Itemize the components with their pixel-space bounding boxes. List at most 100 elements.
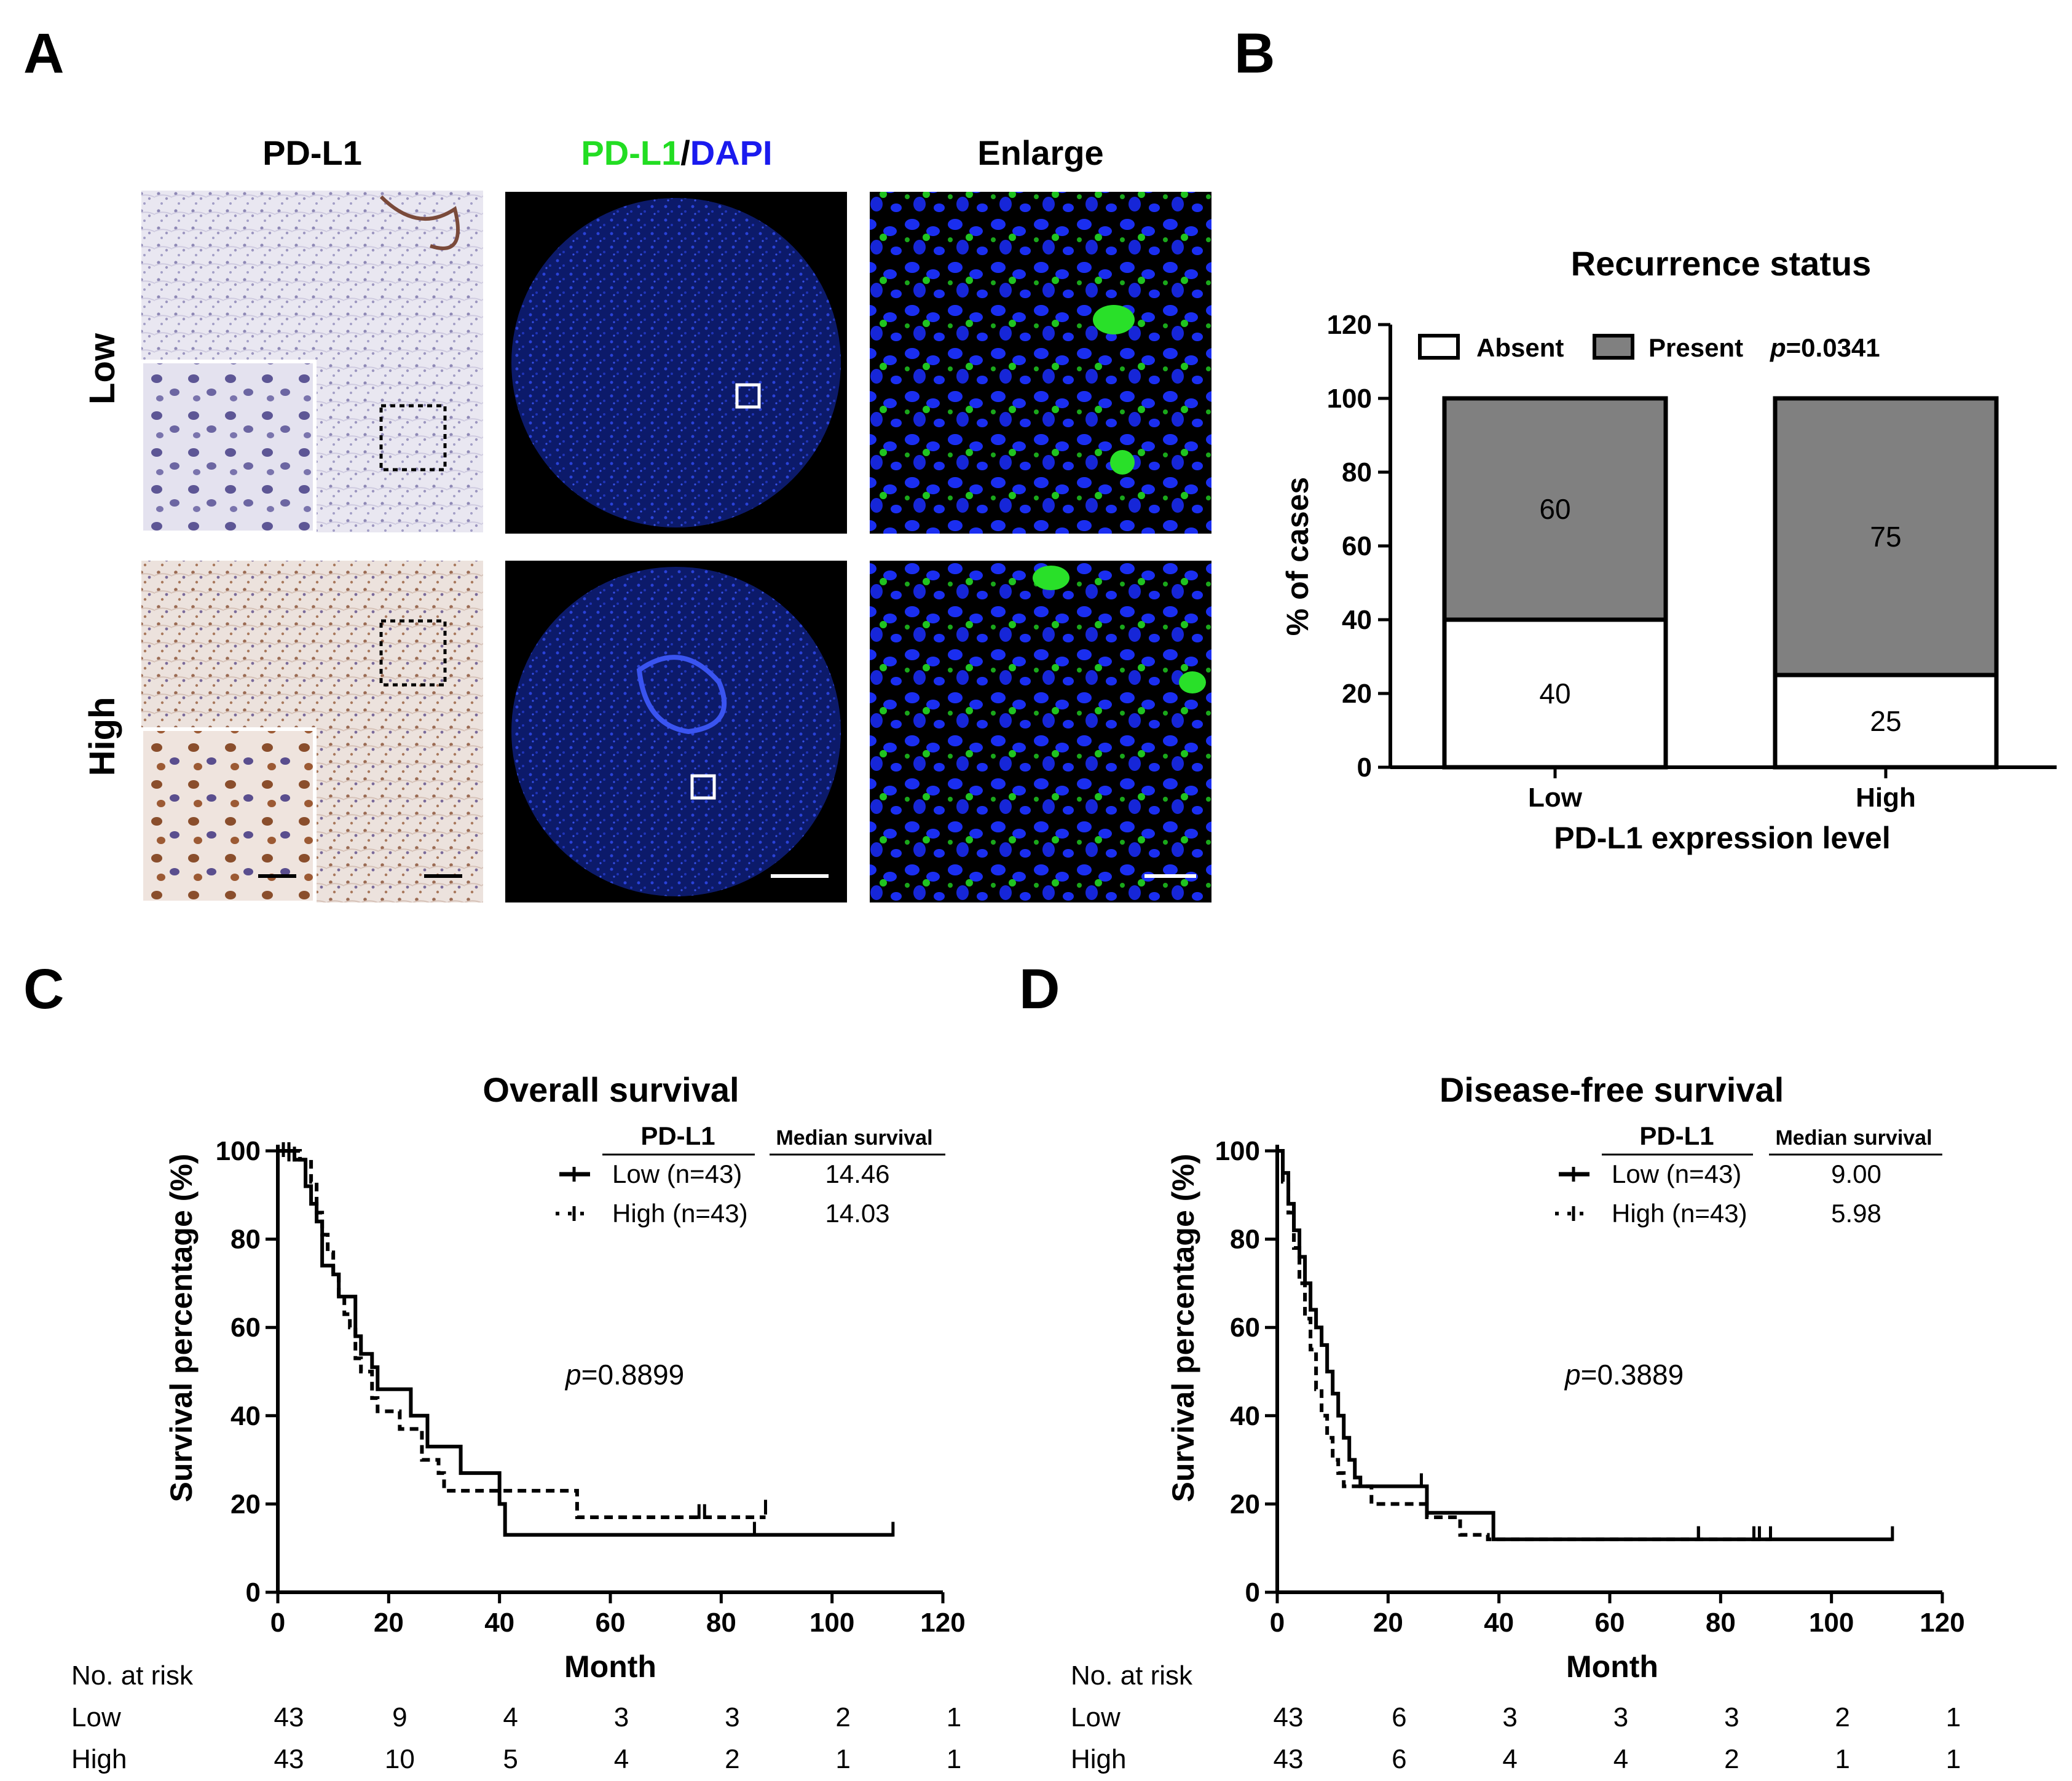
- km-overall-p-value: p=0.8899: [564, 1359, 684, 1391]
- if-image-high: [505, 561, 847, 902]
- risk-count: 43: [1274, 1702, 1304, 1732]
- legend-header-group: PD-L1: [1639, 1121, 1714, 1150]
- bar-segment-present: [1442, 396, 1668, 622]
- panel-label-c: C: [23, 958, 64, 1021]
- km-overall-x-label: Month: [564, 1649, 656, 1684]
- y-tick-label: 0: [1245, 1578, 1260, 1608]
- km-curve-low: [278, 1149, 893, 1537]
- risk-count: 6: [1392, 1702, 1406, 1732]
- risk-row-label: Low: [1071, 1702, 1121, 1732]
- p-rest: =0.3889: [1581, 1359, 1684, 1391]
- risk-row-label: High: [71, 1744, 127, 1774]
- km-curve-high: [1277, 1149, 1771, 1541]
- risk-count: 6: [1392, 1744, 1406, 1774]
- legend-median-low: 14.46: [825, 1159, 889, 1188]
- if-image-low: [505, 192, 847, 534]
- risk-count: 10: [385, 1744, 415, 1774]
- y-tick-label: 20: [230, 1489, 261, 1519]
- risk-count: 3: [725, 1702, 739, 1732]
- x-tick-label: 20: [1373, 1608, 1403, 1638]
- x-tick-label: 80: [1706, 1608, 1736, 1638]
- y-tick-label: 100: [1327, 384, 1372, 414]
- p-rest: =0.8899: [581, 1359, 685, 1391]
- km-dfs-y-label: Survival percentage (%): [1166, 1154, 1200, 1503]
- risk-count: 3: [1724, 1702, 1739, 1732]
- legend-line-high: [1555, 1206, 1591, 1221]
- x-tick-label: High: [1856, 783, 1916, 813]
- km-chart-disease-free: Disease-free survival Survival percentag…: [1071, 1070, 1965, 1774]
- x-tick-label: 0: [270, 1608, 285, 1638]
- legend-swatch-absent: [1418, 334, 1460, 360]
- km-chart-overall: Overall survival Survival percentage (%)…: [71, 1070, 966, 1774]
- panel-label-b: B: [1234, 22, 1275, 85]
- bar-chart-legend: Absent Present p=0.0341: [1418, 333, 1880, 362]
- legend-label-low: Low (n=43): [1612, 1159, 1741, 1188]
- y-tick-label: 80: [230, 1225, 261, 1255]
- x-tick-label: Low: [1528, 783, 1583, 813]
- km-dfs-title: Disease-free survival: [1440, 1070, 1784, 1109]
- bar-value-label: 25: [1870, 705, 1901, 737]
- km-dfs-x-label: Month: [1566, 1649, 1658, 1684]
- km-overall-plot-area: 0 20 40 60 80 100 0 20 40 60 80 100 120 No. at risk Lo…: [71, 1136, 966, 1774]
- y-tick-label: 80: [1342, 457, 1372, 488]
- risk-count: 2: [725, 1744, 739, 1774]
- risk-count: 3: [1613, 1702, 1628, 1732]
- legend-label-low: Low (n=43): [612, 1159, 742, 1188]
- x-tick-label: 60: [1595, 1608, 1625, 1638]
- column-header-enlarge: Enlarge: [977, 133, 1103, 172]
- km-overall-legend: PD-L1 Median survival Low (n=43) 14.46 H…: [556, 1121, 945, 1228]
- km-curve-low: [1277, 1149, 1893, 1541]
- panel-label-a: A: [23, 22, 64, 85]
- x-tick-label: 60: [596, 1608, 626, 1638]
- x-tick-label: 120: [920, 1608, 965, 1638]
- x-tick-label: 40: [484, 1608, 514, 1638]
- risk-count: 1: [1946, 1744, 1961, 1774]
- x-tick-label: 100: [809, 1608, 854, 1638]
- legend-header-group: PD-L1: [640, 1121, 715, 1150]
- label-dapi-blue: DAPI: [690, 133, 773, 172]
- risk-count: 1: [1946, 1702, 1961, 1732]
- ihc-image-low: [140, 191, 483, 534]
- km-overall-title: Overall survival: [483, 1070, 739, 1109]
- enlarge-image-low: [870, 192, 1211, 534]
- y-tick-label: 0: [246, 1578, 261, 1608]
- risk-count: 1: [835, 1744, 850, 1774]
- bar-chart-title: Recurrence status: [1571, 244, 1872, 283]
- km-curve-high: [278, 1149, 766, 1519]
- column-header-immunofluorescence: PD-L1/DAPI: [581, 133, 772, 172]
- y-tick-label: 20: [1342, 679, 1372, 709]
- x-tick-label: 0: [1270, 1608, 1285, 1638]
- y-tick-label: 0: [1357, 752, 1372, 783]
- legend-label-absent: Absent: [1476, 333, 1564, 362]
- legend-line-low: [559, 1167, 590, 1182]
- legend-label-high: High (n=43): [612, 1199, 748, 1228]
- y-tick-label: 40: [1230, 1401, 1260, 1431]
- km-dfs-p-value: p=0.3889: [1564, 1359, 1684, 1391]
- km-overall-y-label: Survival percentage (%): [164, 1154, 199, 1503]
- ihc-image-high: [140, 561, 483, 904]
- legend-median-low: 9.00: [1831, 1159, 1881, 1188]
- bar-chart-y-label: % of cases: [1280, 477, 1315, 636]
- label-separator: /: [680, 133, 690, 172]
- x-tick-label: 80: [706, 1608, 736, 1638]
- legend-line-low: [1559, 1167, 1589, 1182]
- p-italic: p: [1564, 1359, 1581, 1391]
- panel-a-micrographs: PD-L1 PD-L1/DAPI Enlarge Low High: [82, 133, 1211, 904]
- bar-chart-x-label: PD-L1 expression level: [1554, 821, 1890, 855]
- label-pd-l1-green: PD-L1: [581, 133, 680, 172]
- y-tick-label: 120: [1327, 310, 1372, 340]
- risk-count: 43: [274, 1702, 304, 1732]
- bar-segment-present: [1773, 396, 1999, 677]
- km-dfs-legend: PD-L1 Median survival Low (n=43) 9.00 Hi…: [1555, 1121, 1942, 1228]
- legend-swatch-present: [1593, 334, 1634, 360]
- risk-count: 3: [614, 1702, 629, 1732]
- risk-count: 2: [1835, 1702, 1849, 1732]
- legend-median-high: 14.03: [825, 1199, 889, 1228]
- bar-chart: Recurrence status % of cases PD-L1 expre…: [1280, 244, 2057, 855]
- y-tick-label: 20: [1230, 1489, 1260, 1519]
- y-tick-label: 60: [230, 1313, 261, 1343]
- legend-median-high: 5.98: [1831, 1199, 1881, 1228]
- risk-count: 4: [614, 1744, 629, 1774]
- risk-count: 2: [1724, 1744, 1739, 1774]
- legend-label-present: Present: [1649, 333, 1743, 362]
